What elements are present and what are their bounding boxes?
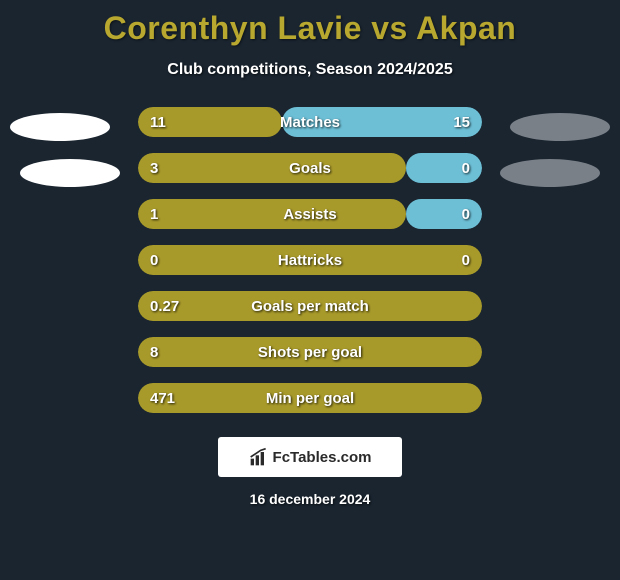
stat-row: 471Min per goal bbox=[138, 383, 482, 413]
stat-row: 30Goals bbox=[138, 153, 482, 183]
comparison-infographic: Corenthyn Lavie vs Akpan Club competitio… bbox=[0, 0, 620, 580]
stat-row: 8Shots per goal bbox=[138, 337, 482, 367]
bar-right bbox=[406, 153, 482, 183]
bar-right bbox=[406, 199, 482, 229]
chart-icon bbox=[249, 447, 269, 467]
bar-full bbox=[138, 383, 482, 413]
chart-area: 1115Matches 30Goals 10Assists 00Hattricks 0.… bbox=[0, 107, 620, 413]
stat-row: 00Hattricks bbox=[138, 245, 482, 275]
page-subtitle: Club competitions, Season 2024/2025 bbox=[167, 61, 452, 79]
brand-text: FcTables.com bbox=[273, 449, 372, 466]
bar-left bbox=[138, 153, 406, 183]
stat-rows: 1115Matches 30Goals 10Assists 00Hattricks 0.… bbox=[138, 107, 482, 413]
bar-full bbox=[138, 245, 482, 275]
stat-row: 0.27Goals per match bbox=[138, 291, 482, 321]
player2-marker-small bbox=[500, 159, 600, 187]
bar-full bbox=[138, 337, 482, 367]
bar-right bbox=[282, 107, 482, 137]
player2-marker-large bbox=[510, 113, 610, 141]
bar-full bbox=[138, 291, 482, 321]
player1-marker-small bbox=[20, 159, 120, 187]
stat-row: 10Assists bbox=[138, 199, 482, 229]
player1-marker-large bbox=[10, 113, 110, 141]
brand-badge: FcTables.com bbox=[218, 437, 402, 477]
date-text: 16 december 2024 bbox=[250, 491, 371, 507]
bar-left bbox=[138, 199, 406, 229]
stat-row: 1115Matches bbox=[138, 107, 482, 137]
page-title: Corenthyn Lavie vs Akpan bbox=[104, 10, 517, 47]
bar-left bbox=[138, 107, 282, 137]
